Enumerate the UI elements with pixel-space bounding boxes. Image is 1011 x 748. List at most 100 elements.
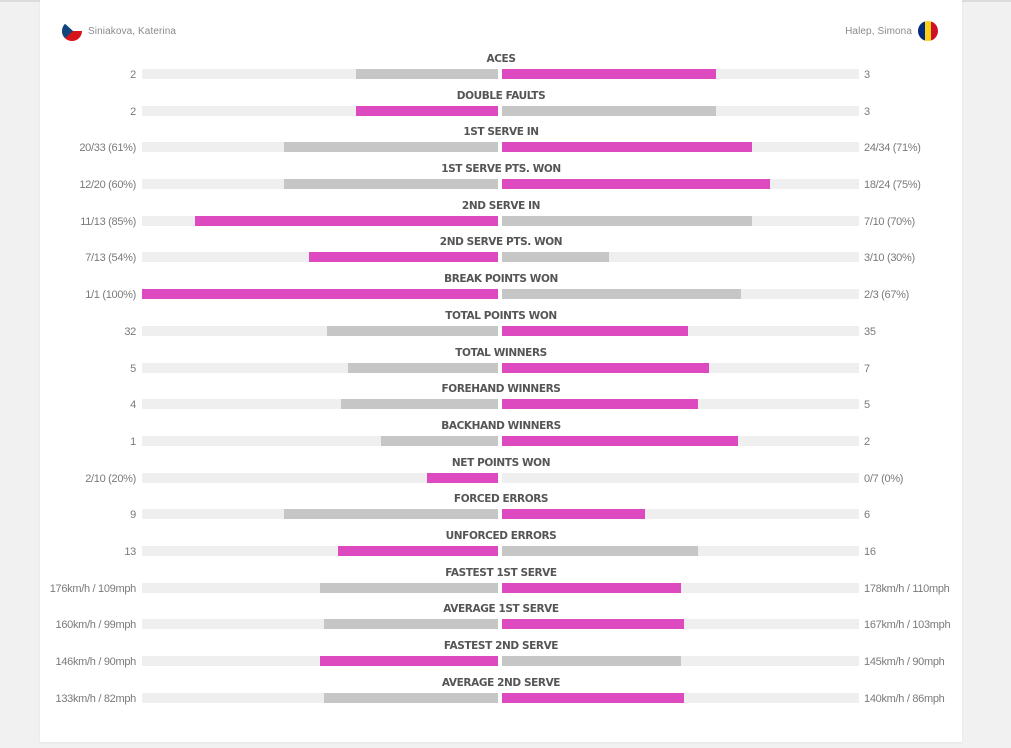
stat-bar-track-right — [502, 69, 859, 79]
stat-bar-fill-left — [380, 435, 498, 446]
stat-bar-fill-right — [502, 69, 717, 79]
stat-value-left: 2 — [130, 105, 136, 118]
stat-label: AVERAGE 1ST SERVE — [443, 603, 559, 616]
stat-value-right: 16 — [864, 545, 876, 558]
stat-bar-track-right — [502, 362, 859, 373]
stat-bar-fill-left — [284, 142, 498, 153]
stat-value-right: 7 — [864, 362, 870, 375]
stat-row: TOTAL WINNERS 5 7 — [40, 346, 962, 383]
stat-bar-track-left — [142, 582, 498, 593]
player-right-name: Halep, Simona — [845, 25, 912, 37]
stat-bar-fill-right — [502, 325, 688, 336]
match-stats-panel: Siniakova, Katerina Halep, Simona ACES 2 3… — [40, 0, 962, 742]
stat-value-left: 2 — [130, 69, 136, 81]
stat-value-left: 146km/h / 90mph — [55, 656, 137, 668]
stat-value-right: 167km/h / 103mph — [864, 619, 951, 632]
stat-value-left: 7/13 (54%) — [85, 252, 136, 265]
stat-row: 1ST SERVE IN 20/33 (61%) 24/34 (71%) — [40, 125, 962, 162]
stat-row: 2ND SERVE PTS. WON 7/13 (54%) 3/10 (30%) — [40, 235, 962, 272]
stat-label: FASTEST 1ST SERVE — [445, 566, 557, 579]
stat-value-left: 176km/h / 109mph — [49, 582, 137, 595]
stats-list: ACES 2 3 DOUBLE FAULTS 2 3 1ST SERVE IN 20/33 (… — [40, 52, 962, 712]
stat-bar-track-right — [502, 435, 859, 446]
stat-bar-track-left — [142, 69, 498, 79]
stat-value-left: 20/33 (61%) — [79, 142, 136, 155]
stat-label: FOREHAND WINNERS — [441, 383, 561, 396]
stat-bar-track-left — [142, 289, 498, 300]
stat-bar-track-right — [502, 399, 859, 410]
stat-bar-track-right — [502, 142, 859, 153]
stat-bar-track-left — [142, 619, 498, 630]
stat-value-left: 5 — [130, 362, 136, 375]
stat-bar-fill-right — [502, 619, 685, 630]
stat-value-right: 2/3 (67%) — [864, 289, 909, 302]
stat-value-left: 32 — [124, 325, 136, 338]
stat-value-right: 5 — [864, 399, 870, 412]
stat-bar-track-left — [142, 435, 498, 446]
stat-bar-fill-right — [502, 289, 742, 300]
stat-bar-track-right — [502, 619, 859, 630]
stat-bar-fill-left — [320, 656, 498, 666]
stat-bar-track-left — [142, 179, 498, 190]
stat-bar-fill-right — [502, 545, 699, 556]
stat-bar-track-right — [502, 545, 859, 556]
stat-bar-track-right — [502, 252, 859, 263]
stat-row: 1ST SERVE PTS. WON 12/20 (60%) 18/24 (75%) — [40, 162, 962, 199]
stat-label: NET POINTS WON — [451, 456, 551, 469]
stat-bar-track-right — [502, 582, 859, 593]
stat-label: FASTEST 2ND SERVE — [443, 640, 559, 652]
stat-value-right: 6 — [864, 509, 870, 522]
stat-bar-fill-left — [327, 325, 498, 336]
stat-bar-track-right — [502, 215, 859, 226]
stat-bar-track-right — [502, 656, 859, 666]
stat-bar-fill-right — [502, 179, 770, 190]
stat-bar-fill-right — [502, 362, 710, 373]
stat-bar-track-left — [142, 692, 498, 703]
stat-row: 2ND SERVE IN 11/13 (85%) 7/10 (70%) — [40, 199, 962, 236]
stat-bar-fill-left — [341, 399, 498, 410]
stat-value-left: 9 — [130, 509, 136, 522]
stat-bar-track-left — [142, 362, 498, 373]
stat-label: BACKHAND WINNERS — [441, 419, 561, 432]
stat-bar-track-left — [142, 545, 498, 556]
stat-label: UNFORCED ERRORS — [445, 529, 557, 542]
stat-label: AVERAGE 2ND SERVE — [441, 676, 561, 689]
stat-bar-fill-left — [355, 69, 498, 79]
romania-flag-icon — [918, 21, 938, 41]
stat-label: DOUBLE FAULTS — [456, 89, 546, 102]
stat-row: AVERAGE 2ND SERVE 133km/h / 82mph 140km/h … — [40, 676, 962, 713]
stat-label: 1ST SERVE PTS. WON — [441, 163, 561, 176]
stat-bar-track-right — [502, 289, 859, 300]
stat-bar-fill-left — [355, 105, 498, 116]
stat-bar-track-left — [142, 142, 498, 153]
stat-bar-track-left — [142, 215, 498, 226]
stat-bar-fill-left — [323, 692, 498, 703]
stat-label: 2ND SERVE IN — [461, 199, 541, 212]
stat-value-right: 0/7 (0%) — [864, 472, 904, 485]
stat-value-left: 2/10 (20%) — [85, 472, 136, 485]
stat-bar-fill-left — [284, 509, 498, 520]
stat-row: FASTEST 2ND SERVE 146km/h / 90mph 145km/h … — [40, 639, 962, 676]
stat-value-right: 3 — [864, 105, 870, 118]
stat-row: UNFORCED ERRORS 13 16 — [40, 529, 962, 566]
stat-bar-track-left — [142, 472, 498, 483]
stat-label: TOTAL POINTS WON — [445, 309, 557, 322]
stat-row: TOTAL POINTS WON 32 35 — [40, 309, 962, 346]
stat-bar-track-right — [502, 472, 859, 483]
stat-bar-fill-left — [195, 215, 498, 226]
stat-label: 1ST SERVE IN — [463, 126, 539, 139]
stat-label: TOTAL WINNERS — [455, 346, 547, 359]
stat-bar-fill-right — [502, 656, 681, 666]
stat-bar-fill-left — [337, 545, 498, 556]
stat-row: AVERAGE 1ST SERVE 160km/h / 99mph 167km/h … — [40, 602, 962, 639]
stat-bar-track-right — [502, 692, 859, 703]
stat-bar-fill-right — [502, 105, 717, 116]
stat-bar-fill-left — [142, 289, 498, 300]
stat-value-left: 11/13 (85%) — [80, 215, 136, 228]
stat-value-left: 1 — [130, 435, 136, 448]
stat-bar-fill-right — [502, 142, 752, 153]
stat-value-right: 18/24 (75%) — [864, 179, 921, 192]
stat-bar-track-right — [502, 509, 859, 520]
stat-value-right: 3 — [864, 69, 870, 81]
stat-value-right: 7/10 (70%) — [864, 215, 915, 228]
